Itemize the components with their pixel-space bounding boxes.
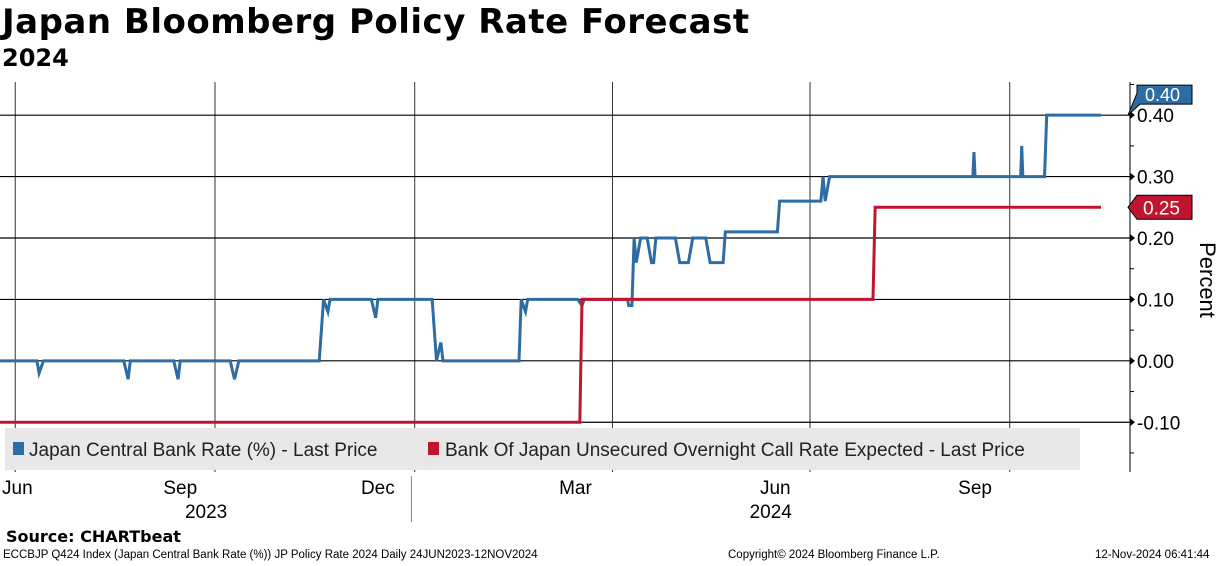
y-tick-label: 0.20 xyxy=(1137,229,1174,250)
x-year-label: 2023 xyxy=(185,502,227,523)
y-tick-label: -0.10 xyxy=(1137,413,1180,434)
last-value-badge xyxy=(1127,194,1193,220)
chart-title: Japan Bloomberg Policy Rate Forecast xyxy=(2,2,750,42)
x-tick-label: Dec xyxy=(361,478,395,499)
footer-timestamp: 12-Nov-2024 06:41:44 xyxy=(1095,549,1210,561)
last-value-badge xyxy=(1127,84,1193,116)
last-value-label: 0.40 xyxy=(1145,85,1180,105)
series-line-0 xyxy=(0,113,1101,380)
chart-subtitle: 2024 xyxy=(2,44,69,72)
y-tick-marker xyxy=(1130,111,1135,120)
y-tick-label: 0.40 xyxy=(1137,106,1174,127)
legend-label: Bank Of Japan Unsecured Overnight Call R… xyxy=(445,440,1025,461)
legend-box xyxy=(5,428,1080,470)
series-line-1 xyxy=(0,205,1101,424)
y-tick-marker xyxy=(1130,172,1135,181)
legend-label: Japan Central Bank Rate (%) - Last Price xyxy=(29,440,378,461)
y-tick-marker xyxy=(1130,418,1135,427)
last-value-label: 0.25 xyxy=(1143,198,1180,219)
x-tick-label: Jun xyxy=(760,478,791,499)
legend-swatch xyxy=(428,442,439,455)
x-tick-label: Mar xyxy=(559,478,592,499)
y-tick-marker xyxy=(1130,356,1135,365)
y-tick-label: 0.00 xyxy=(1137,352,1174,373)
y-axis-label: Percent xyxy=(1195,242,1220,318)
x-tick-label: Sep xyxy=(958,478,992,499)
y-tick-marker xyxy=(1130,234,1135,242)
footer-copyright: Copyright© 2024 Bloomberg Finance L.P. xyxy=(728,549,940,561)
y-tick-marker xyxy=(1130,295,1135,304)
x-year-label: 2024 xyxy=(750,502,793,523)
footer-description: ECCBJP Q424 Index (Japan Central Bank Ra… xyxy=(3,549,538,561)
x-tick-label: Sep xyxy=(163,478,197,499)
y-tick-label: 0.30 xyxy=(1137,168,1174,189)
y-tick-label: 0.10 xyxy=(1137,290,1174,311)
legend-swatch xyxy=(13,442,24,455)
x-tick-label: Jun xyxy=(2,478,33,499)
source-label: Source: CHARTbeat xyxy=(6,527,181,546)
